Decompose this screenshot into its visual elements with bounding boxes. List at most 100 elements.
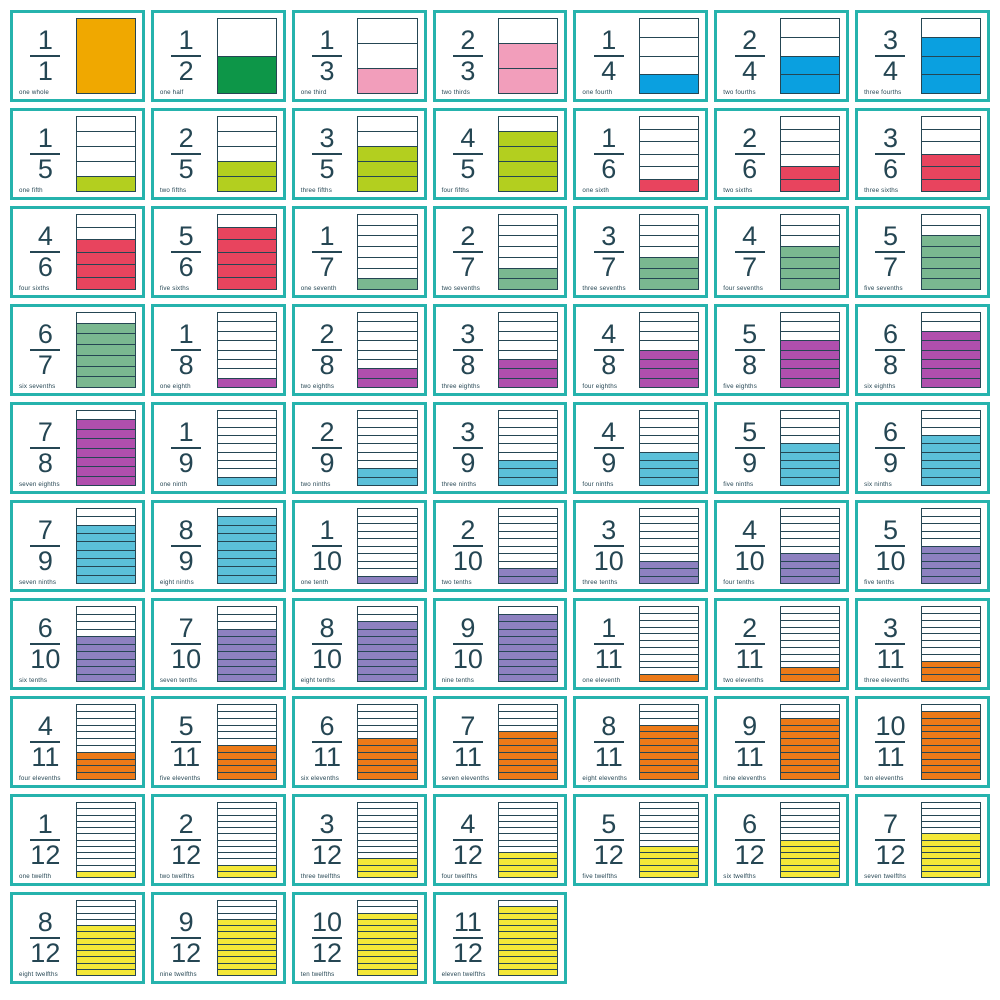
fraction-label: two elevenths	[723, 677, 763, 684]
segment-empty	[358, 19, 416, 43]
denominator: 12	[171, 842, 201, 869]
fraction-card: 410four tenths	[714, 500, 849, 592]
bar-diagram	[76, 606, 136, 682]
fraction: 410	[735, 517, 765, 575]
denominator: 11	[595, 744, 623, 771]
segment-filled	[77, 252, 135, 265]
segment-filled	[922, 166, 980, 179]
numerator: 11	[454, 909, 482, 936]
segment-empty	[922, 225, 980, 236]
numerator: 1	[601, 27, 616, 54]
segment-filled	[640, 674, 698, 681]
segment-filled	[922, 718, 980, 725]
fraction: 612	[735, 811, 765, 869]
denominator: 12	[453, 940, 483, 967]
segment-empty	[922, 411, 980, 418]
fraction-symbol-area: 910	[441, 605, 496, 683]
fraction: 29	[312, 419, 342, 477]
fraction-symbol-area: 25	[159, 115, 214, 193]
bar-diagram	[357, 802, 417, 878]
segment-empty	[640, 418, 698, 426]
denominator: 8	[601, 352, 616, 379]
numerator: 1	[320, 223, 335, 250]
denominator: 11	[736, 646, 764, 673]
numerator: 3	[601, 223, 616, 250]
segment-filled	[499, 621, 557, 629]
denominator: 7	[38, 352, 53, 379]
segment-filled	[781, 74, 839, 93]
segment-filled	[922, 359, 980, 368]
numerator: 4	[601, 419, 616, 446]
bar-diagram	[498, 214, 558, 290]
segment-filled	[77, 666, 135, 674]
segment-filled	[922, 561, 980, 569]
segment-empty	[922, 523, 980, 531]
fraction-card: 610six tenths	[10, 598, 145, 690]
segment-filled	[922, 576, 980, 584]
segment-empty	[640, 235, 698, 246]
bar-diagram	[76, 704, 136, 780]
segment-empty	[781, 117, 839, 129]
fraction: 1012	[312, 909, 342, 967]
segment-empty	[358, 711, 416, 718]
fraction-card: 612six twelfths	[714, 794, 849, 886]
segment-filled	[218, 659, 276, 667]
numerator: 7	[179, 615, 194, 642]
bar-diagram	[498, 312, 558, 388]
fraction-diagram-area	[777, 17, 841, 95]
segment-filled	[922, 435, 980, 443]
denominator: 6	[742, 156, 757, 183]
segment-empty	[77, 725, 135, 732]
numerator: 4	[38, 223, 53, 250]
segment-filled	[218, 644, 276, 652]
segment-filled	[640, 460, 698, 468]
segment-empty	[77, 711, 135, 718]
segment-filled	[922, 350, 980, 359]
fraction-symbol-area: 45	[441, 115, 496, 193]
numerator: 3	[460, 321, 475, 348]
segment-filled	[218, 666, 276, 674]
segment-filled	[922, 468, 980, 476]
fraction: 1011	[875, 713, 905, 771]
fraction-card: 24two fourths	[714, 10, 849, 102]
fraction-card: 56five sixths	[151, 206, 286, 298]
fraction: 37	[594, 223, 624, 281]
segment-empty	[358, 546, 416, 554]
segment-empty	[499, 321, 557, 330]
segment-empty	[218, 117, 276, 131]
segment-empty	[358, 246, 416, 257]
segment-empty	[781, 546, 839, 554]
segment-filled	[922, 568, 980, 576]
fraction: 912	[171, 909, 201, 967]
segment-empty	[640, 654, 698, 661]
fraction-card: 15one fifth	[10, 108, 145, 200]
segment-filled	[218, 575, 276, 583]
numerator: 8	[38, 909, 53, 936]
fraction-label: seven tenths	[160, 677, 198, 684]
numerator: 4	[460, 125, 475, 152]
segment-filled	[77, 533, 135, 541]
segment-filled	[499, 659, 557, 667]
segment-filled	[358, 68, 416, 93]
bar-diagram	[357, 116, 417, 192]
segment-filled	[77, 466, 135, 475]
segment-empty	[781, 531, 839, 539]
segment-empty	[640, 321, 698, 330]
segment-filled	[218, 277, 276, 290]
fraction: 311	[875, 615, 905, 673]
fraction-symbol-area: 18	[159, 311, 214, 389]
segment-empty	[499, 225, 557, 236]
fraction: 1112	[453, 909, 483, 967]
fraction-label: two sevenths	[442, 285, 481, 292]
denominator: 10	[453, 548, 483, 575]
numerator: 8	[601, 713, 616, 740]
segment-empty	[499, 340, 557, 349]
segment-filled	[922, 74, 980, 93]
segment-empty	[922, 215, 980, 225]
segment-filled	[358, 738, 416, 745]
segment-empty	[640, 56, 698, 75]
segment-empty	[640, 411, 698, 418]
fraction-label: eleven twelfths	[442, 971, 486, 978]
segment-empty	[77, 227, 135, 240]
segment-filled	[499, 745, 557, 752]
